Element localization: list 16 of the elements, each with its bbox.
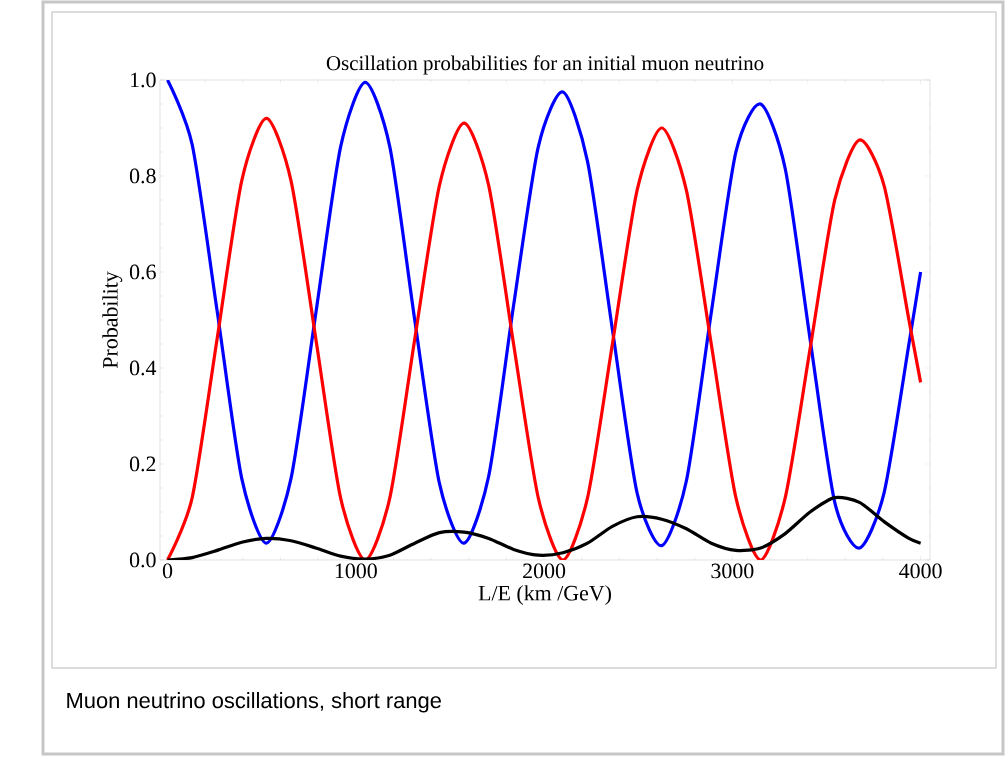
y-axis-title: Probability	[102, 271, 123, 369]
y-tick-label: 0.2	[129, 456, 156, 472]
chart-title: Oscillation probabilities for an initial muon neutrino	[326, 55, 764, 75]
x-axis-title: L/E (km /GeV)	[478, 585, 611, 606]
x-tick-label: 3000	[711, 563, 754, 579]
x-tick-label: 2000	[523, 563, 566, 579]
y-tick-label: 0.0	[129, 552, 156, 568]
line-series	[165, 495, 923, 560]
y-tick-label: 0.6	[129, 264, 156, 280]
x-tick-label: 4000	[899, 563, 942, 579]
text: Muon neutrino oscillations, short range	[67, 692, 441, 713]
y-tick-label: 0.8	[129, 168, 156, 184]
x-tick-label: 0	[162, 563, 173, 579]
x-tick-label: 1000	[335, 563, 377, 579]
y-tick-label: 0.4	[129, 360, 157, 376]
y-tick-label: 1.0	[131, 72, 156, 88]
